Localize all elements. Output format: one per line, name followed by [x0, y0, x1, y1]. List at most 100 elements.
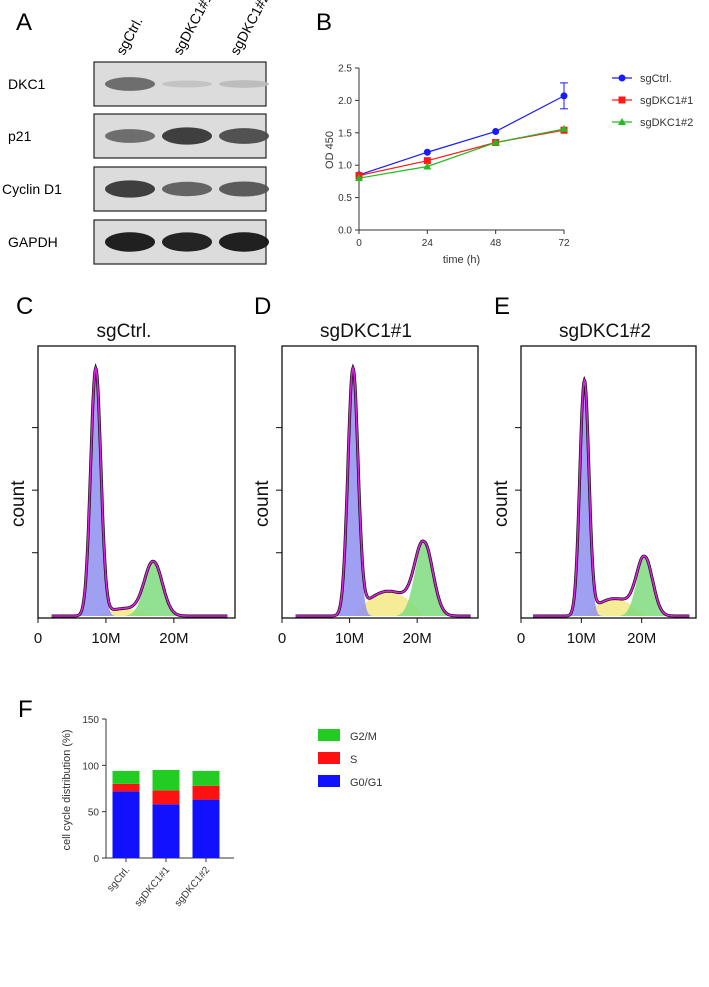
bar-segment [192, 770, 220, 786]
blot-band [105, 77, 155, 91]
blot-band [105, 232, 155, 252]
blot-band [162, 181, 212, 197]
y-tick-label: 0.0 [338, 226, 352, 237]
bar-segment [112, 783, 140, 792]
x-tick-label: sgCtrl. [105, 865, 132, 894]
legend-label: sgCtrl. [640, 73, 672, 85]
bar-segment [152, 804, 180, 858]
panel-letter-a: A [16, 9, 32, 36]
histogram-x-tick-label: 10M [91, 630, 120, 647]
x-tick-label: 48 [490, 238, 502, 249]
blot-band [162, 80, 212, 88]
y-tick-label: 0.5 [338, 193, 352, 204]
histogram-y-label: count [8, 480, 29, 527]
x-axis-title: time (h) [443, 254, 480, 266]
histogram-x-tick-label: 20M [403, 630, 432, 647]
panel-letter-e: E [494, 293, 510, 320]
blot-band [105, 129, 155, 143]
histogram-g1-fill [325, 368, 380, 616]
x-tick-label: 24 [422, 238, 434, 249]
blot-band [162, 232, 212, 252]
blot-row-label: GAPDH [8, 234, 58, 250]
blot-band [219, 181, 269, 197]
histogram-x-tick-label: 10M [335, 630, 364, 647]
blot-row-label: Cyclin D1 [2, 181, 62, 197]
lane-label: sgCtrl. [113, 14, 146, 57]
histogram-frame [520, 345, 697, 619]
histogram-g1-fill [560, 380, 609, 616]
histogram-frame [281, 345, 479, 619]
data-point [423, 148, 431, 156]
y-tick-label: 2.0 [338, 96, 352, 107]
panel-letter-f: F [18, 696, 33, 723]
histogram-x-tick-label: 0 [278, 630, 286, 647]
legend-label: G2/M [350, 731, 377, 743]
y-axis-title: cell cycle distribution (%) [61, 729, 73, 850]
blot-row-label: DKC1 [8, 76, 46, 92]
histogram-x-tick-label: 0 [34, 630, 42, 647]
western-blot-panel: sgCtrl. sgDKC1#1 sgDKC1#2 DKC1 p21 Cyclin D1 G… [2, 0, 273, 265]
series-line [358, 129, 565, 177]
panel-letter-c: C [16, 293, 33, 320]
histogram-fit-curve [533, 377, 690, 617]
y-tick-label: 150 [82, 715, 99, 726]
histogram-title: sgDKC1#1 [320, 321, 412, 342]
data-point [492, 128, 500, 136]
panel-letter-b: B [316, 9, 332, 36]
x-tick-label: 0 [356, 238, 362, 249]
bar-segment [152, 790, 180, 805]
blot-band [219, 80, 269, 88]
cell-cycle-histograms: sgCtrl. count 0 10M 20M sgDKC1#1 count 0 10M 20M s… [8, 321, 697, 647]
y-tick-label: 0 [93, 854, 99, 865]
histogram-frame [37, 345, 236, 619]
data-point [423, 162, 432, 170]
histogram-title: sgCtrl. [97, 321, 152, 342]
legend-swatch [318, 729, 340, 741]
legend-label: sgDKC1#2 [640, 117, 693, 129]
histogram-title: sgDKC1#2 [559, 321, 651, 342]
legend-swatch [318, 752, 340, 764]
data-point [491, 138, 500, 146]
legend-marker [618, 118, 626, 125]
legend-swatch [318, 775, 340, 787]
series-line [358, 95, 565, 176]
bar-segment [112, 791, 140, 858]
bar-segment [192, 785, 220, 800]
histogram-x-tick-label: 10M [567, 630, 596, 647]
histogram-fit-curve [295, 365, 471, 617]
y-tick-label: 2.5 [338, 64, 352, 75]
bar-segment [112, 770, 140, 784]
legend-marker [618, 74, 626, 82]
y-tick-label: 1.0 [338, 161, 352, 172]
x-tick-label: sgDKC1#1 [133, 865, 173, 909]
x-tick-label: 72 [558, 238, 570, 249]
histogram-y-label: count [491, 480, 512, 527]
histogram-x-tick-label: 20M [159, 630, 188, 647]
data-point [423, 157, 431, 165]
histogram-x-tick-label: 20M [627, 630, 656, 647]
cell-cycle-bar-chart: 0 50 100 150 cell cycle distribution (%) sgCt… [61, 715, 382, 909]
legend-label: S [350, 754, 357, 766]
bar-segment [152, 769, 180, 791]
series-line [358, 128, 565, 179]
y-tick-label: 1.5 [338, 128, 352, 139]
data-point [560, 124, 568, 132]
x-tick-label: sgDKC1#2 [173, 865, 213, 909]
lane-label: sgDKC1#2 [227, 0, 273, 57]
data-point [355, 174, 363, 182]
y-tick-label: 50 [88, 808, 100, 819]
panel-letter-d: D [254, 293, 271, 320]
legend-label: sgDKC1#1 [640, 95, 693, 107]
legend-label: G0/G1 [350, 777, 382, 789]
histogram-x-tick-label: 0 [517, 630, 525, 647]
blot-band [219, 128, 269, 144]
legend-marker [618, 96, 626, 104]
y-tick-label: 100 [82, 761, 99, 772]
growth-curve-chart: 0.0 0.5 1.0 1.5 2.0 2.5 0 24 48 72 time (h) OD 450 s… [324, 64, 693, 267]
histogram-g1-fill [68, 368, 123, 616]
lane-label: sgDKC1#1 [170, 0, 216, 57]
bar-segment [192, 799, 220, 858]
histogram-y-label: count [252, 480, 273, 527]
blot-band [162, 127, 212, 145]
